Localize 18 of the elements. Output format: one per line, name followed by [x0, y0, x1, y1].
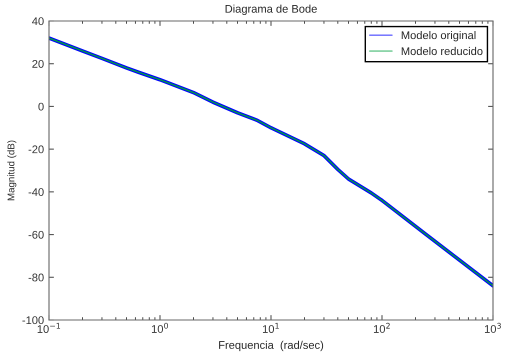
y-tick-label: -60 [28, 230, 44, 239]
x-tick-label: 10$^{3}$ [484, 322, 501, 333]
y-axis-title: Magnitud (dB) [7, 140, 16, 200]
y-tick-label: -20 [28, 145, 44, 154]
legend-label: Modelo reducido [402, 46, 483, 56]
x-tick-label: 10$^{−1}$ [38, 322, 60, 333]
y-tick-label: 40 [32, 17, 44, 26]
chart-title: Diagrama de Bode [226, 4, 317, 15]
y-tick-label: 0 [38, 102, 44, 111]
x-tick-label: 10$^{2}$ [374, 322, 390, 333]
y-tick-label: -40 [28, 188, 44, 196]
x-tick-label: 10$^{0}$ [152, 322, 168, 333]
legend-label: Modelo original [402, 31, 476, 42]
y-tick-label: -80 [28, 274, 44, 282]
y-tick-label: -100 [22, 316, 44, 324]
x-tick-label: 10$^{1}$ [262, 322, 279, 333]
y-tick-label: 20 [32, 60, 44, 68]
x-axis-title: Frequencia (rad/sec) [219, 340, 324, 352]
